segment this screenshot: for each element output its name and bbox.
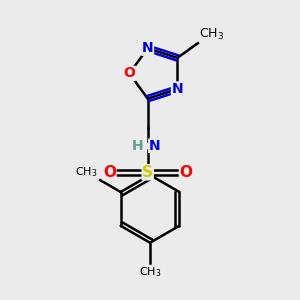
Text: S: S — [142, 165, 153, 180]
Text: O: O — [124, 66, 135, 80]
Text: N: N — [142, 41, 154, 55]
Text: O: O — [103, 165, 116, 180]
Text: CH$_3$: CH$_3$ — [75, 165, 97, 179]
Text: CH$_3$: CH$_3$ — [200, 27, 224, 42]
Text: N: N — [148, 139, 160, 153]
Text: N: N — [172, 82, 183, 96]
Text: CH$_3$: CH$_3$ — [139, 265, 161, 279]
Text: O: O — [179, 165, 193, 180]
Text: H: H — [132, 139, 143, 153]
